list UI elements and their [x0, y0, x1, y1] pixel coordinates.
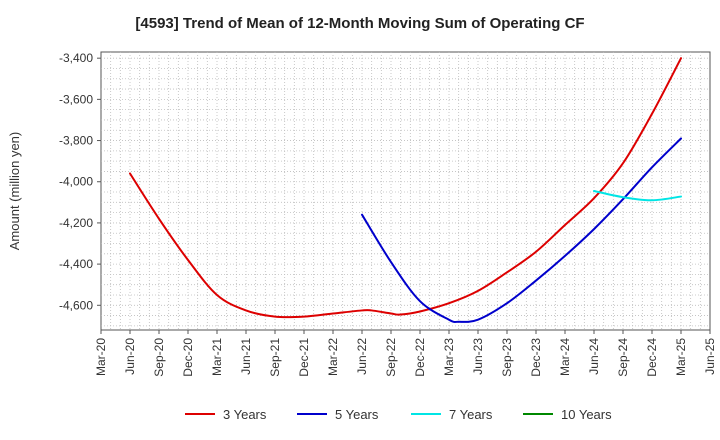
x-tick-label: Sep-21	[268, 338, 282, 377]
y-axis-title: Amount (million yen)	[7, 132, 22, 251]
series-line-2	[361, 137, 682, 324]
x-tick-label: Mar-23	[442, 338, 456, 376]
x-tick-label: Jun-21	[239, 338, 253, 375]
x-tick-label: Mar-22	[326, 338, 340, 376]
chart-title: [4593] Trend of Mean of 12-Month Moving …	[135, 15, 584, 32]
x-tick-label: Mar-25	[674, 338, 688, 376]
y-tick-label: -4,200	[59, 216, 93, 230]
y-tick-label: -4,000	[59, 175, 93, 189]
x-tick-label: Mar-20	[94, 338, 108, 376]
grid-layer	[101, 52, 710, 330]
legend-label-4: 10 Years	[561, 407, 612, 422]
legend-label-2: 5 Years	[335, 407, 379, 422]
x-tick-label: Dec-23	[529, 338, 543, 377]
x-tick-label: Sep-20	[152, 338, 166, 377]
x-tick-label: Dec-20	[181, 338, 195, 377]
y-tick-labels: -3,400 -3,600 -3,800 -4,000 -4,200 -4,400 -4,6…	[59, 51, 101, 312]
x-tick-label: Sep-24	[616, 338, 630, 377]
legend: 3 Years 5 Years 7 Years 10 Years	[185, 407, 612, 422]
legend-label-3: 7 Years	[449, 407, 493, 422]
x-tick-label: Dec-21	[297, 338, 311, 377]
x-tick-label: Jun-25	[703, 338, 717, 375]
y-tick-label: -4,400	[59, 257, 93, 271]
x-tick-label: Jun-23	[471, 338, 485, 375]
y-tick-label: -3,400	[59, 51, 93, 65]
x-tick-label: Sep-22	[384, 338, 398, 377]
legend-label-1: 3 Years	[223, 407, 267, 422]
y-tick-label: -4,600	[59, 298, 93, 312]
x-tick-label: Dec-22	[413, 338, 427, 377]
x-tick-label: Mar-21	[210, 338, 224, 376]
series-line-3	[593, 190, 682, 202]
x-tick-label: Dec-24	[645, 338, 659, 377]
x-tick-label: Jun-20	[123, 338, 137, 375]
x-tick-label: Jun-24	[587, 338, 601, 375]
x-tick-labels: Mar-20 Jun-20 Sep-20 Dec-20 Mar-21 Jun-21 Sep-…	[94, 330, 717, 377]
y-tick-label: -3,800	[59, 134, 93, 148]
x-tick-label: Mar-24	[558, 338, 572, 376]
series-line-1	[129, 57, 682, 319]
y-tick-label: -3,600	[59, 92, 93, 106]
x-tick-label: Sep-23	[500, 338, 514, 377]
plot-area	[100, 51, 711, 331]
series-layer	[129, 57, 682, 324]
x-tick-label: Jun-22	[355, 338, 369, 375]
